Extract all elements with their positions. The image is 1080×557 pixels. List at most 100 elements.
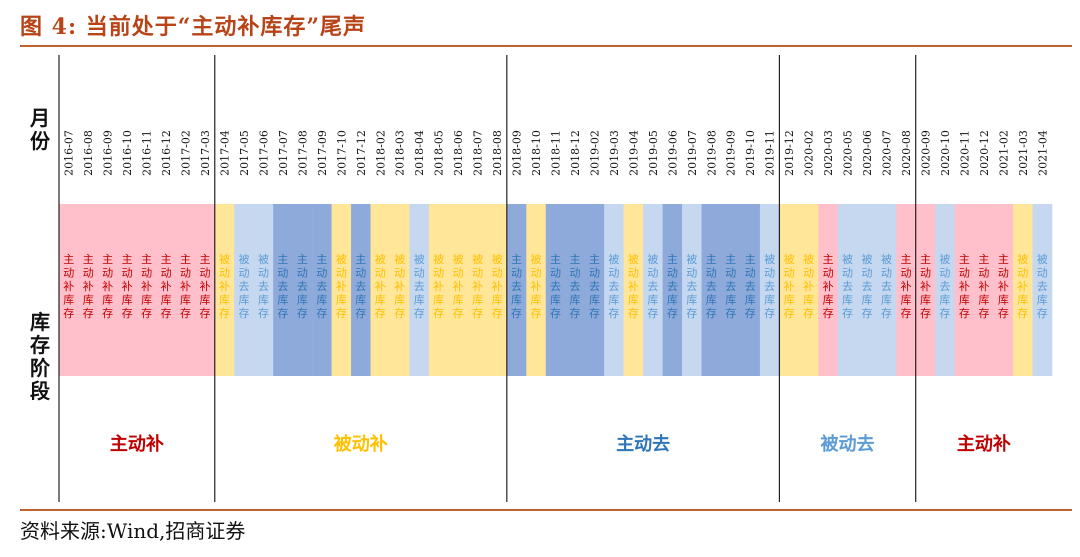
stage-cell [682,204,702,376]
stage-label: 被动去库存 [842,253,853,320]
stage-label: 主动去库存 [297,253,308,320]
month-label: 2017-05 [238,130,251,176]
stage-label: 主动补库存 [959,253,970,320]
month-label: 2020-12 [978,130,991,176]
month-label: 2019-10 [744,130,757,176]
stage-cell [779,204,800,376]
month-label: 2020-10 [939,130,952,176]
month-label: 2017-06 [257,130,270,176]
month-label: 2019-08 [705,130,718,176]
stage-label: 主动去库存 [667,253,678,320]
stage-cell [97,204,118,376]
stage-cell [935,204,955,376]
month-label: 2020-03 [822,130,835,176]
stage-cell [1032,204,1053,376]
stage-cell [467,204,488,376]
month-label: 2020-06 [861,130,874,176]
stage-label: 主动补库存 [63,253,74,320]
month-label: 2017-02 [180,130,193,176]
stage-label: 被动补库存 [453,253,464,320]
phase-label: 主动补 [957,433,1011,455]
stage-cell [584,204,605,376]
row-label-month: 月份 [29,106,51,153]
month-label: 2021-03 [1017,130,1030,176]
stage-label: 被动补库存 [1017,253,1028,320]
stage-label: 主动去库存 [277,253,288,320]
stage-cell [331,204,352,376]
stage-label: 被动去库存 [686,253,697,320]
stage-cell [759,204,780,376]
stage-label: 主动补库存 [978,253,989,320]
stage-cell [292,204,313,376]
stage-cell [351,204,371,376]
stage-cell [312,204,332,376]
stage-cell [253,204,274,376]
month-label: 2019-06 [666,130,679,176]
stage-cell [565,204,586,376]
stage-cell [701,204,722,376]
stage-label: 主动补库存 [920,253,931,320]
month-label: 2017-12 [355,130,368,176]
row-label-stage: 库存阶段 [30,310,51,403]
month-label: 2020-11 [958,130,971,176]
stage-label: 主动去库存 [745,253,756,320]
month-label: 2017-09 [316,130,329,176]
stage-cell [409,204,430,376]
figure-title: 图 4: 当前处于“主动补库存”尾声 [20,14,367,40]
stage-cell [974,204,994,376]
stage-cell [662,204,683,376]
month-label: 2018-11 [550,130,563,176]
stage-cell [643,204,663,376]
stage-label: 被动去库存 [939,253,950,320]
stage-cell [117,204,138,376]
stage-cell [175,204,196,376]
stage-cell [818,204,839,376]
stage-label: 被动补库存 [472,253,483,320]
month-label: 2018-10 [530,130,543,176]
month-label: 2018-08 [491,130,504,176]
stage-cell [1013,204,1033,376]
stage-label: 主动去库存 [355,253,366,320]
stage-label: 被动补库存 [628,253,639,320]
stage-cell [526,204,547,376]
month-label: 2019-11 [764,130,777,176]
month-label: 2018-07 [472,130,485,176]
stage-cell [837,204,858,376]
stage-label: 被动去库存 [1037,253,1048,320]
stage-cell [740,204,761,376]
stage-label: 被动补库存 [336,253,347,320]
stage-label: 主动补库存 [161,253,172,320]
stage-label: 被动去库存 [258,253,269,320]
stage-cell [59,204,79,376]
month-label: 2017-03 [199,130,212,176]
stage-label: 主动去库存 [316,253,327,320]
stage-cell [604,204,624,376]
stage-label: 被动去库存 [647,253,658,320]
stage-cell [78,204,99,376]
month-label: 2016-10 [121,130,134,176]
stage-cell [993,204,1014,376]
month-label: 2018-12 [569,130,582,176]
month-label: 2018-03 [394,130,407,176]
month-label: 2016-08 [82,130,95,176]
stage-cell [273,204,293,376]
month-label: 2019-12 [783,130,796,176]
stage-cell [915,204,936,376]
stage-cell [390,204,410,376]
month-label: 2016-09 [102,130,115,176]
stage-label: 被动去库存 [862,253,873,320]
month-label: 2020-05 [842,130,855,176]
stage-cell [721,204,741,376]
stage-cell [234,204,255,376]
top-rule [20,45,1072,47]
stage-label: 被动补库存 [219,253,230,320]
stage-label: 主动补库存 [83,253,94,320]
month-label: 2020-08 [900,130,913,176]
month-label: 2016-11 [141,130,154,176]
stage-label: 被动去库存 [414,253,425,320]
month-label: 2016-07 [63,130,76,176]
month-label: 2019-04 [627,130,640,176]
stage-cell [136,204,157,376]
month-label: 2016-12 [160,130,173,176]
stage-label: 被动去库存 [881,253,892,320]
